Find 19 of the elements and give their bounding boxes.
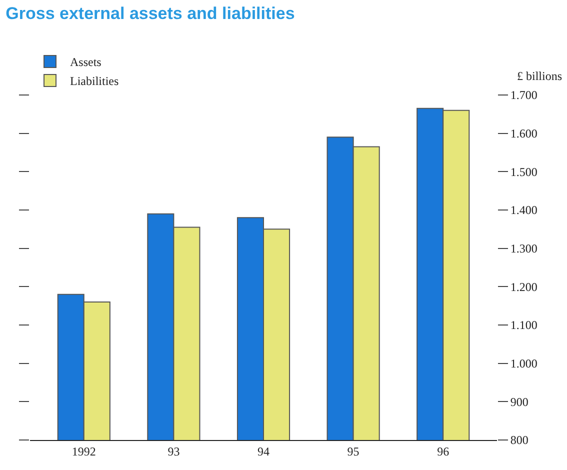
x-tick-label: 95	[347, 444, 360, 458]
y-tick-label: 1.600	[510, 126, 538, 141]
y-tick-label: 1.500	[510, 164, 538, 179]
y-tick-label: 800	[510, 433, 528, 448]
x-tick-label: 93	[168, 444, 180, 458]
chart-title: Gross external assets and liabilities	[6, 4, 295, 23]
x-tick-label: 96	[437, 444, 450, 458]
x-tick-label: 1992	[72, 444, 96, 458]
y-tick-label: 1.700	[510, 88, 538, 102]
y-tick-label: 1.400	[510, 203, 538, 218]
x-tick-label: 94	[258, 444, 270, 458]
legend-label: Liabilities	[70, 74, 119, 88]
y-tick-label: 1.300	[510, 242, 538, 256]
y-tick-label: 1.100	[510, 318, 538, 332]
y-tick-label: 900	[510, 394, 528, 409]
y-tick-label: 1.200	[510, 280, 538, 294]
y-axis-title: £ billions	[517, 69, 562, 83]
legend-label: Assets	[70, 55, 102, 70]
y-tick-label: 1.000	[510, 356, 538, 371]
